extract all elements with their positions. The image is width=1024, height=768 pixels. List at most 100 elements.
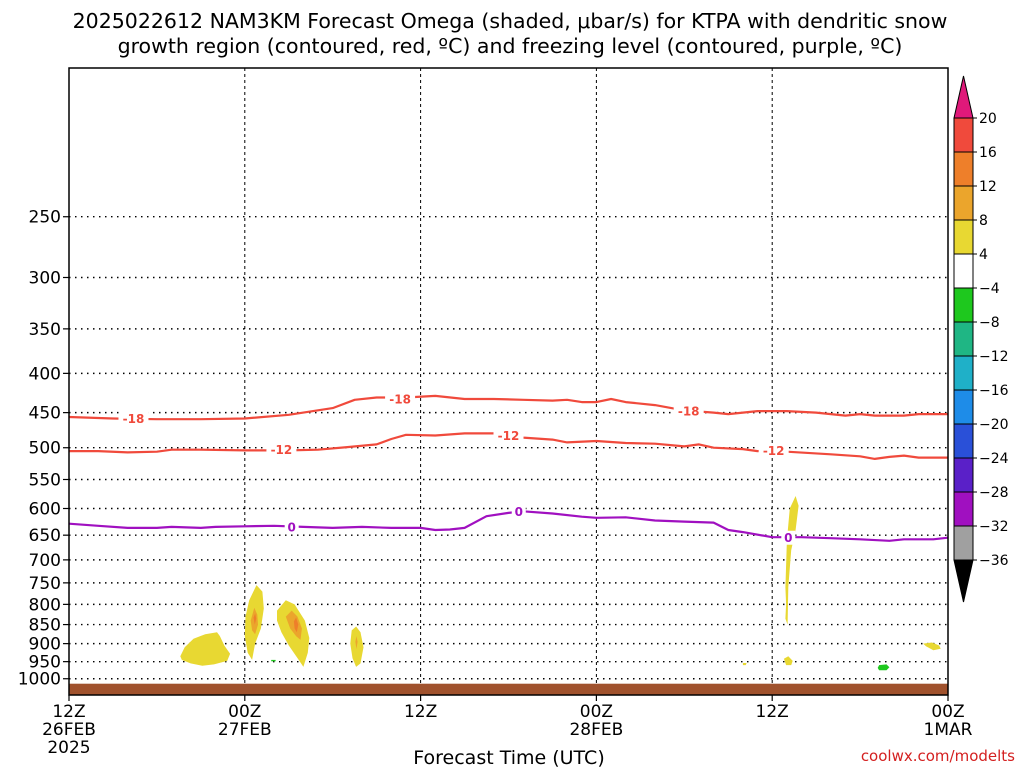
contour-label: -18 bbox=[389, 393, 411, 407]
x-tick-label: 00Z bbox=[931, 702, 964, 722]
colorbar-segment bbox=[953, 491, 974, 527]
gridlines bbox=[68, 68, 949, 695]
colorbar-tick-label: 16 bbox=[979, 145, 997, 161]
omega-shade-region bbox=[180, 632, 231, 666]
contour-label-bg bbox=[758, 443, 789, 458]
terrain-fill bbox=[69, 683, 948, 695]
chart-title-line-1: 2025022612 NAM3KM Forecast Omega (shaded… bbox=[73, 9, 948, 33]
contour-label: -18 bbox=[678, 405, 700, 419]
y-tick-label: 400 bbox=[29, 364, 61, 384]
omega-shade-region bbox=[285, 610, 302, 640]
contour-label-bg bbox=[673, 404, 704, 419]
colorbar-tick-label: 12 bbox=[979, 179, 997, 195]
omega-shade-region bbox=[785, 496, 799, 625]
contour-label: -18 bbox=[123, 412, 145, 426]
chart-title-line-2: growth region (contoured, red, ºC) and f… bbox=[118, 34, 903, 58]
contour-label: -12 bbox=[763, 444, 785, 458]
colorbar-tick-label: −24 bbox=[979, 451, 1009, 467]
colorbar-segment bbox=[953, 389, 974, 425]
y-tick-label: 650 bbox=[29, 526, 61, 546]
y-tick-label: 850 bbox=[29, 616, 61, 636]
colorbar-tick-label: −8 bbox=[979, 315, 1000, 331]
colorbar-bottom-arrow bbox=[953, 559, 974, 603]
omega-shade-region bbox=[783, 656, 793, 666]
omega-shade-region bbox=[271, 659, 276, 662]
colorbar-tick-label: −36 bbox=[979, 553, 1009, 569]
colorbar-tick-label: 8 bbox=[979, 213, 988, 229]
y-tick-label: 300 bbox=[29, 268, 61, 288]
contour-line-minus12 bbox=[69, 432, 948, 460]
y-tick-label: 900 bbox=[29, 635, 61, 655]
x-axis-label: Forecast Time (UTC) bbox=[413, 747, 604, 768]
colorbar-tick-label: 4 bbox=[979, 247, 988, 263]
colorbar-segment bbox=[953, 525, 974, 561]
y-axis: 2503003504004505005506006507007508008509… bbox=[18, 208, 69, 690]
omega-shade-region bbox=[742, 663, 747, 666]
colorbar-segment bbox=[953, 355, 974, 391]
x-tick-label: 12Z bbox=[756, 702, 789, 722]
contour-label: -12 bbox=[271, 443, 293, 457]
omega-shade-region bbox=[277, 600, 310, 667]
y-tick-label: 750 bbox=[29, 574, 61, 594]
colorbar-tick-label: 20 bbox=[979, 111, 997, 127]
y-tick-label: 600 bbox=[29, 499, 61, 519]
colorbar-tick-label: −28 bbox=[979, 485, 1009, 501]
y-tick-label: 800 bbox=[29, 595, 61, 615]
y-tick-label: 1000 bbox=[18, 670, 61, 690]
contour-line-0 bbox=[69, 510, 948, 542]
omega-shade-region bbox=[355, 636, 358, 650]
y-tick-label: 250 bbox=[29, 208, 61, 228]
x-tick-label: 2025 bbox=[47, 738, 90, 758]
x-tick-label: 28FEB bbox=[569, 720, 623, 740]
contour-label: -12 bbox=[498, 429, 520, 443]
colorbar-tick-label: −32 bbox=[979, 519, 1009, 535]
temperature-contours bbox=[69, 394, 948, 542]
y-tick-label: 450 bbox=[29, 404, 61, 424]
contour-label: 0 bbox=[515, 505, 523, 519]
contour-label-bg bbox=[284, 519, 299, 534]
colorbar: 20 16 12 8 4 −4 −8 −12 −16 −20 −24 −28 −32 −36 bbox=[953, 75, 1009, 603]
y-tick-label: 350 bbox=[29, 320, 61, 340]
y-tick-label: 500 bbox=[29, 439, 61, 459]
y-tick-label: 550 bbox=[29, 471, 61, 491]
ground-fill bbox=[69, 683, 948, 695]
colorbar-tick-label: −12 bbox=[979, 349, 1009, 365]
colorbar-tick-label: −20 bbox=[979, 417, 1009, 433]
colorbar-segment bbox=[953, 457, 974, 493]
colorbar-segment bbox=[953, 151, 974, 187]
omega-shade-region bbox=[293, 617, 299, 633]
omega-shade-region bbox=[350, 626, 364, 667]
x-tick-label: 00Z bbox=[228, 702, 261, 722]
credit-text[interactable]: coolwx.com/modelts bbox=[861, 747, 1015, 765]
contour-label-bg bbox=[266, 442, 297, 457]
plot-area: -18 -18 -18 -12 -12 -12 0 0 0 bbox=[68, 67, 949, 696]
x-tick-label: 12Z bbox=[404, 702, 437, 722]
colorbar-segment bbox=[953, 321, 974, 357]
x-tick-label: 26FEB bbox=[42, 720, 96, 740]
colorbar-segment bbox=[953, 117, 974, 153]
colorbar-segment bbox=[953, 253, 974, 289]
plot-frame bbox=[68, 67, 949, 696]
contour-label: 0 bbox=[784, 531, 792, 545]
y-tick-label: 700 bbox=[29, 551, 61, 571]
colorbar-tick-label: −4 bbox=[979, 281, 1000, 297]
x-tick-label: 1MAR bbox=[924, 720, 973, 740]
omega-shade-region bbox=[923, 642, 941, 651]
colorbar-segment bbox=[953, 287, 974, 323]
x-tick-label: 00Z bbox=[580, 702, 613, 722]
contour-label-bg bbox=[385, 392, 416, 407]
contour-label-bg bbox=[511, 504, 526, 519]
colorbar-segment bbox=[953, 219, 974, 255]
y-tick-label: 950 bbox=[29, 653, 61, 673]
contour-label-bg bbox=[781, 530, 796, 545]
contour-line-minus18 bbox=[69, 394, 948, 421]
contour-label-bg bbox=[118, 411, 149, 426]
colorbar-segment bbox=[953, 185, 974, 221]
contour-labels: -18 -18 -18 -12 -12 -12 0 0 0 bbox=[118, 392, 796, 545]
contour-label-bg bbox=[493, 428, 524, 443]
omega-shade-region bbox=[877, 664, 890, 671]
colorbar-top-arrow bbox=[953, 75, 974, 119]
omega-shade-region bbox=[253, 613, 257, 625]
